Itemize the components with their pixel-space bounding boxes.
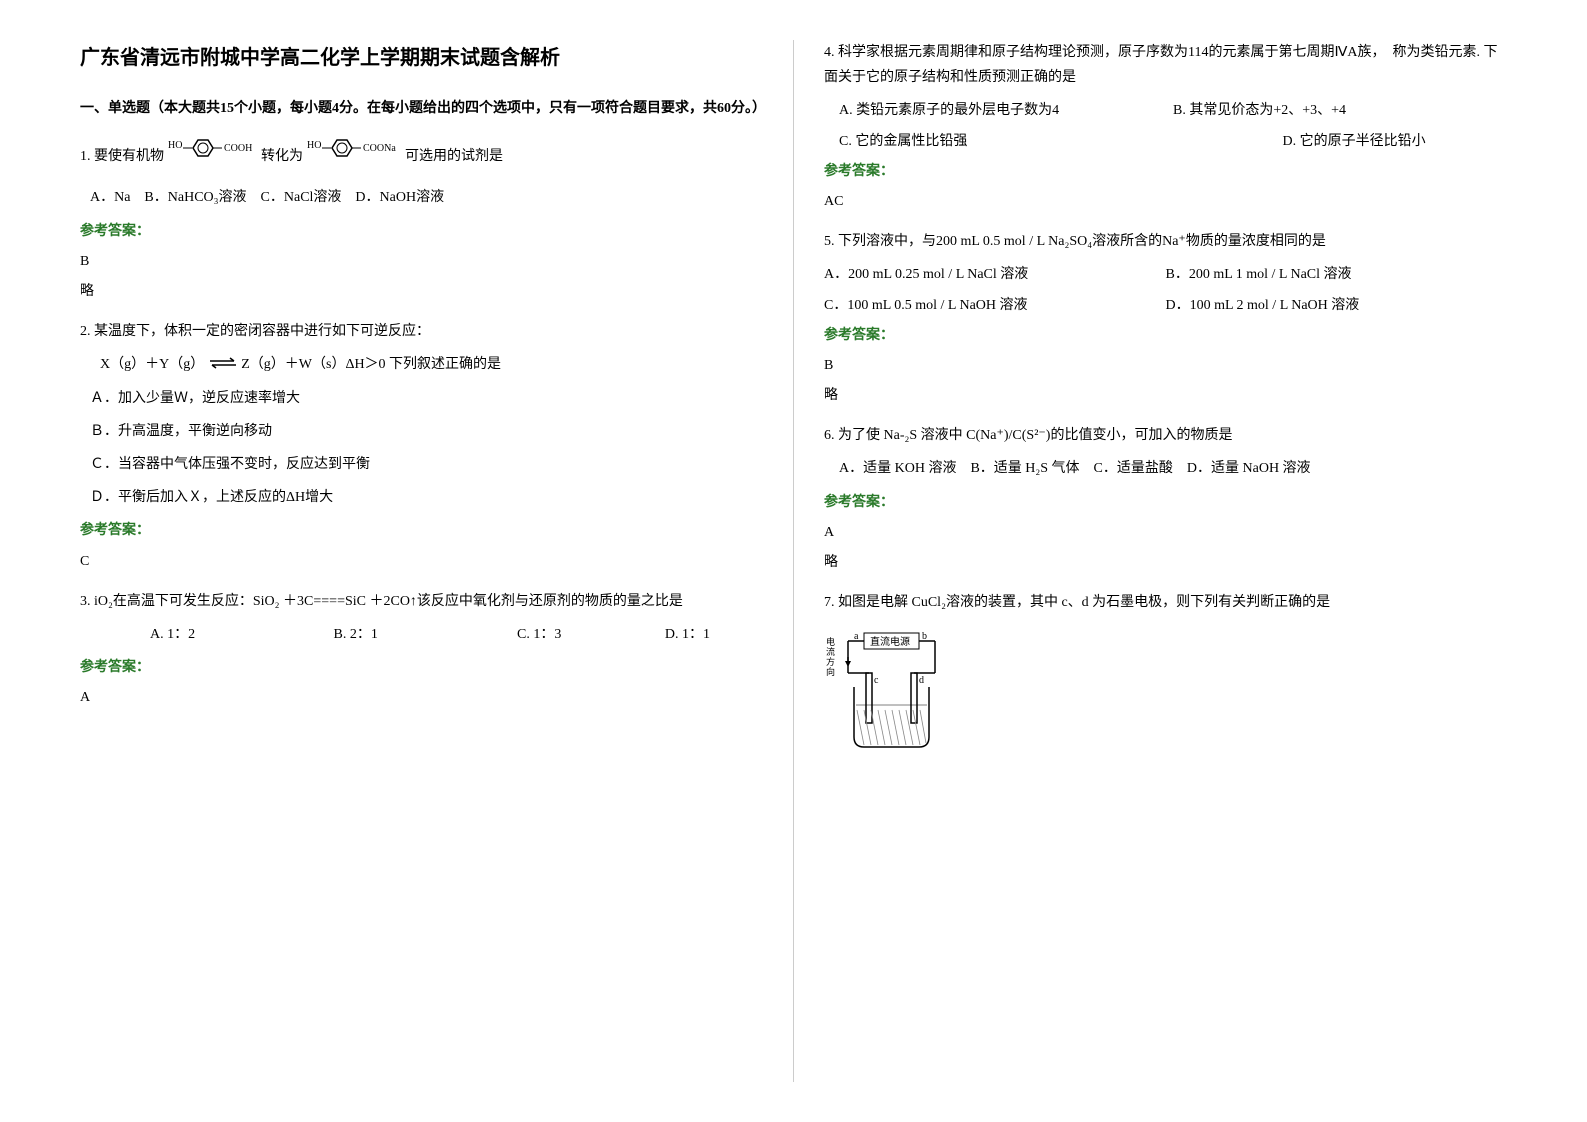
diagram-direction-2: 流 bbox=[826, 646, 835, 657]
diagram-label-c: c bbox=[874, 675, 879, 686]
q2-answer-label: 参考答案： bbox=[80, 518, 763, 543]
svg-text:HO: HO bbox=[307, 140, 321, 151]
q1-answer: B bbox=[80, 249, 763, 274]
q3-optC: C. 1：3 bbox=[517, 622, 561, 647]
q4-optB: B. 其常见价态为+2、+3、+4 bbox=[1173, 98, 1507, 123]
svg-text:HO: HO bbox=[168, 140, 182, 151]
question-3: 3. iO₂在高温下可发生反应：SiO₂ ＋3C====SiC ＋2CO↑该反应… bbox=[80, 589, 763, 711]
diagram-source-label: 直流电源 bbox=[870, 635, 910, 648]
electrolysis-diagram: 直流电源 a b 电 流 方 向 c bbox=[824, 625, 1507, 764]
q5-row2: C．100 mL 0.5 mol / L NaOH 溶液 D．100 mL 2 … bbox=[824, 293, 1507, 318]
document-title: 广东省清远市附城中学高二化学上学期期末试题含解析 bbox=[80, 40, 763, 76]
q1-suffix: 可选用的试剂是 bbox=[405, 149, 503, 164]
q5-row1: A．200 mL 0.25 mol / L NaCl 溶液 B．200 mL 1… bbox=[824, 262, 1507, 287]
q4-text: 4. 科学家根据元素周期律和原子结构理论预测，原子序数为114的元素属于第七周期… bbox=[824, 40, 1507, 90]
diagram-direction-4: 向 bbox=[826, 666, 835, 677]
q4-optC: C. 它的金属性比铅强 bbox=[839, 129, 1279, 154]
q3-answer-label: 参考答案： bbox=[80, 655, 763, 680]
svg-text:COONa: COONa bbox=[363, 143, 396, 154]
q5-optB: B．200 mL 1 mol / L NaCl 溶液 bbox=[1166, 262, 1508, 287]
question-7: 7. 如图是电解 CuCl₂溶液的装置，其中 c、d 为石墨电极，则下列有关判断… bbox=[824, 590, 1507, 764]
q3-options-row: A. 1：2 B. 2：1 C. 1：3 D. 1：1 bbox=[90, 622, 763, 647]
q7-text: 7. 如图是电解 CuCl₂溶液的装置，其中 c、d 为石墨电极，则下列有关判断… bbox=[824, 590, 1507, 615]
q1-text: 1. 要使有机物 HO COOH 转化为 HO bbox=[80, 136, 763, 177]
q2-equation: X（g）＋Y（g） Z（g）＋W（s）ΔH＞0 下列叙述正确的是 bbox=[100, 352, 763, 377]
q3-text: 3. iO₂在高温下可发生反应：SiO₂ ＋3C====SiC ＋2CO↑该反应… bbox=[80, 589, 763, 614]
diagram-direction-1: 电 bbox=[826, 636, 835, 647]
q6-answer-label: 参考答案： bbox=[824, 490, 1507, 515]
q4-answer-label: 参考答案： bbox=[824, 159, 1507, 184]
section-heading: 一、单选题（本大题共15个小题，每小题4分。在每小题给出的四个选项中，只有一项符… bbox=[80, 96, 763, 121]
question-6: 6. 为了使 Na-₂S 溶液中 C(Na⁺)/C(S²⁻)的比值变小，可加入的… bbox=[824, 423, 1507, 575]
q5-optA: A．200 mL 0.25 mol / L NaCl 溶液 bbox=[824, 262, 1166, 287]
q2-optD: Ｄ．平衡后加入Ｘ，上述反应的ΔH增大 bbox=[90, 485, 763, 510]
q6-omitted: 略 bbox=[824, 550, 1507, 575]
q1-answer-label: 参考答案： bbox=[80, 219, 763, 244]
left-column: 广东省清远市附城中学高二化学上学期期末试题含解析 一、单选题（本大题共15个小题… bbox=[50, 40, 794, 1082]
q1-mid: 转化为 bbox=[261, 149, 303, 164]
q4-optA: A. 类铅元素原子的最外层电子数为4 bbox=[839, 98, 1173, 123]
q5-omitted: 略 bbox=[824, 383, 1507, 408]
q2-optC: Ｃ．当容器中气体压强不变时，反应达到平衡 bbox=[90, 452, 763, 477]
q6-text: 6. 为了使 Na-₂S 溶液中 C(Na⁺)/C(S²⁻)的比值变小，可加入的… bbox=[824, 423, 1507, 448]
q2-optB: Ｂ．升高温度，平衡逆向移动 bbox=[90, 419, 763, 444]
q6-answer: A bbox=[824, 520, 1507, 545]
q5-optC: C．100 mL 0.5 mol / L NaOH 溶液 bbox=[824, 293, 1166, 318]
q5-text: 5. 下列溶液中，与200 mL 0.5 mol / L Na₂SO₄溶液所含的… bbox=[824, 229, 1507, 254]
q4-row1: A. 类铅元素原子的最外层电子数为4 B. 其常见价态为+2、+3、+4 bbox=[824, 98, 1507, 123]
q4-row2: C. 它的金属性比铅强 D. 它的原子半径比铅小 bbox=[824, 129, 1507, 154]
diagram-direction-3: 方 bbox=[826, 656, 835, 667]
q3-optB: B. 2：1 bbox=[334, 622, 514, 647]
q2-answer: C bbox=[80, 549, 763, 574]
q1-omitted: 略 bbox=[80, 279, 763, 304]
q1-prefix: 1. 要使有机物 bbox=[80, 149, 164, 164]
benzene-structure-1: HO COOH bbox=[168, 136, 258, 177]
question-1: 1. 要使有机物 HO COOH 转化为 HO bbox=[80, 136, 763, 304]
benzene-structure-2: HO COONa bbox=[307, 136, 402, 177]
q5-answer-label: 参考答案： bbox=[824, 323, 1507, 348]
q4-answer: AC bbox=[824, 189, 1507, 214]
q2-text: 2. 某温度下，体积一定的密闭容器中进行如下可逆反应： bbox=[80, 319, 763, 344]
q2-eq-post: Z（g）＋W（s）ΔH＞0 下列叙述正确的是 bbox=[241, 357, 501, 372]
q5-optD: D．100 mL 2 mol / L NaOH 溶液 bbox=[1166, 293, 1508, 318]
question-5: 5. 下列溶液中，与200 mL 0.5 mol / L Na₂SO₄溶液所含的… bbox=[824, 229, 1507, 408]
q6-options: A．适量 KOH 溶液 B．适量 H₂S 气体 C．适量盐酸 D．适量 NaOH… bbox=[839, 456, 1507, 481]
q2-optA: Ａ．加入少量Ｗ，逆反应速率增大 bbox=[90, 386, 763, 411]
question-4: 4. 科学家根据元素周期律和原子结构理论预测，原子序数为114的元素属于第七周期… bbox=[824, 40, 1507, 214]
question-2: 2. 某温度下，体积一定的密闭容器中进行如下可逆反应： X（g）＋Y（g） Z（… bbox=[80, 319, 763, 574]
equilibrium-arrow-icon bbox=[208, 353, 238, 378]
q4-optD: D. 它的原子半径比铅小 bbox=[1283, 134, 1426, 149]
q3-answer: A bbox=[80, 685, 763, 710]
q2-eq-pre: X（g）＋Y（g） bbox=[100, 357, 204, 372]
right-column: 4. 科学家根据元素周期律和原子结构理论预测，原子序数为114的元素属于第七周期… bbox=[794, 40, 1537, 1082]
q5-answer: B bbox=[824, 353, 1507, 378]
q3-optD: D. 1：1 bbox=[665, 622, 710, 647]
svg-text:COOH: COOH bbox=[224, 143, 252, 154]
q1-options: A．Na B．NaHCO₃溶液 C．NaCl溶液 D．NaOH溶液 bbox=[90, 185, 763, 210]
diagram-label-d: d bbox=[919, 675, 924, 686]
q3-optA: A. 1：2 bbox=[150, 622, 330, 647]
